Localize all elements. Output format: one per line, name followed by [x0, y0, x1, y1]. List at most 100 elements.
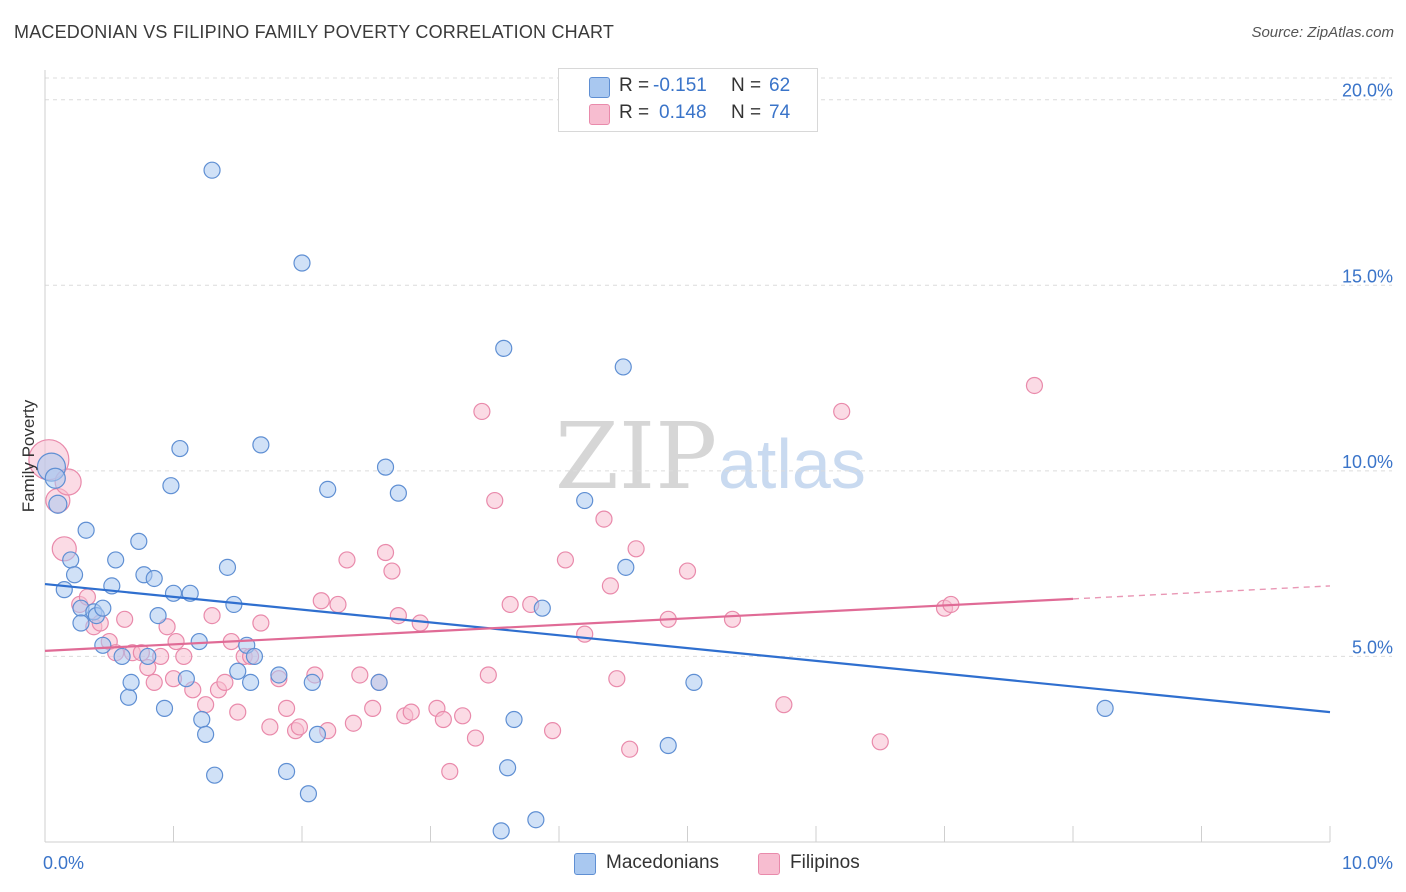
- filipinos-r-label: R =: [619, 102, 650, 123]
- trend-lines: [44, 582, 1331, 714]
- chart-title: MACEDONIAN VS FILIPINO FAMILY POVERTY CO…: [14, 22, 615, 42]
- macedonians-point: [492, 822, 510, 840]
- y-tick-label: 10.0%: [1342, 452, 1393, 472]
- macedonians-point: [617, 558, 635, 576]
- filipinos-point: [627, 540, 645, 558]
- macedonians-point: [303, 673, 321, 692]
- macedonians-r-value: -0.151: [653, 75, 707, 96]
- filipinos-point: [595, 510, 613, 528]
- macedonians-point: [162, 477, 180, 495]
- filipinos-n-label: N =: [731, 102, 762, 123]
- y-tick-label: 5.0%: [1352, 637, 1393, 657]
- x-tick-label-max: 10.0%: [1342, 853, 1393, 873]
- filipinos-point: [601, 577, 620, 595]
- filipinos-point: [871, 733, 889, 751]
- y-axis-label: Family Poverty: [19, 399, 38, 512]
- filipinos-point: [290, 718, 309, 736]
- filipinos-point: [576, 625, 594, 643]
- filipinos-point: [1025, 376, 1044, 395]
- filipinos-point: [158, 618, 176, 636]
- macedonians-point: [107, 551, 125, 569]
- x-tick-label-min: 0.0%: [43, 853, 84, 873]
- macedonians-point: [308, 725, 327, 743]
- macedonians-point: [197, 725, 215, 743]
- filipinos-trend-line: [44, 597, 1074, 652]
- macedonians-point: [139, 647, 157, 666]
- watermark-zip: ZIP: [555, 403, 717, 510]
- filipinos-point: [775, 696, 793, 714]
- filipinos-point: [203, 606, 221, 625]
- filipinos-point: [344, 714, 362, 732]
- macedonians-point: [72, 614, 90, 632]
- filipinos-point: [351, 666, 369, 684]
- macedonians-point: [1096, 699, 1114, 717]
- macedonians-point: [505, 710, 523, 729]
- macedonians-points: [36, 161, 1114, 840]
- macedonians-point: [659, 736, 677, 755]
- y-tick-label: 15.0%: [1342, 266, 1393, 286]
- filipinos-point: [383, 562, 401, 580]
- macedonians-point: [193, 710, 211, 729]
- filipinos-swatch: [589, 104, 610, 125]
- macedonians-point: [299, 785, 318, 803]
- filipinos-trend-extension: [1072, 585, 1331, 600]
- macedonians-point: [119, 688, 138, 706]
- filipinos-point: [229, 703, 247, 721]
- macedonians-point: [190, 632, 208, 651]
- macedonians-point: [177, 670, 195, 688]
- macedonians-point: [55, 581, 73, 599]
- filipinos-point: [556, 551, 575, 569]
- macedonians-trend-line: [44, 582, 1331, 714]
- macedonians-point: [245, 647, 264, 666]
- macedonians-point: [44, 467, 66, 489]
- bottom-macedonians-label: Macedonians: [606, 852, 720, 873]
- watermark: ZIP atlas: [555, 403, 866, 510]
- filipinos-point: [833, 402, 851, 421]
- filipinos-point: [167, 632, 185, 651]
- macedonians-point: [77, 521, 95, 539]
- filipinos-points: [28, 376, 1044, 781]
- watermark-atlas: atlas: [718, 425, 866, 503]
- macedonians-point: [319, 480, 337, 499]
- filipinos-point: [543, 722, 562, 740]
- macedonians-point: [164, 584, 183, 602]
- macedonians-point: [149, 606, 167, 625]
- grid: [45, 77, 1392, 657]
- filipinos-point: [479, 666, 497, 684]
- filipinos-point: [441, 762, 459, 781]
- filipinos-point: [312, 592, 330, 610]
- macedonians-point: [203, 161, 221, 179]
- filipinos-point: [402, 703, 420, 721]
- macedonians-point: [229, 662, 247, 680]
- filipinos-point: [197, 696, 215, 714]
- filipinos-point: [621, 740, 639, 758]
- filipinos-point: [277, 699, 296, 717]
- macedonians-point: [293, 254, 311, 272]
- bottom-macedonians-swatch: [574, 853, 596, 875]
- macedonians-point: [252, 436, 270, 454]
- filipinos-point: [116, 610, 134, 628]
- macedonians-n-value: 62: [769, 75, 791, 96]
- filipinos-r-value: 0.148: [659, 102, 707, 123]
- macedonians-point: [130, 532, 148, 550]
- macedonians-point: [389, 484, 407, 502]
- source-credit: Source: ZipAtlas.com: [1251, 24, 1394, 41]
- filipinos-point: [364, 699, 382, 717]
- filipinos-point: [376, 543, 395, 562]
- macedonians-point: [171, 439, 189, 458]
- macedonians-point: [576, 491, 594, 510]
- filipinos-point: [252, 614, 270, 632]
- macedonians-point: [65, 566, 84, 584]
- y-tick-label: 20.0%: [1342, 81, 1393, 101]
- macedonians-point: [62, 551, 80, 569]
- macedonians-point: [155, 699, 174, 717]
- macedonians-point: [218, 558, 237, 576]
- macedonians-point: [94, 599, 112, 617]
- filipinos-point: [608, 670, 626, 688]
- filipinos-point: [329, 595, 347, 614]
- filipinos-point: [145, 673, 163, 692]
- filipinos-point: [486, 491, 504, 510]
- macedonians-point: [206, 766, 224, 784]
- macedonians-point: [495, 339, 513, 357]
